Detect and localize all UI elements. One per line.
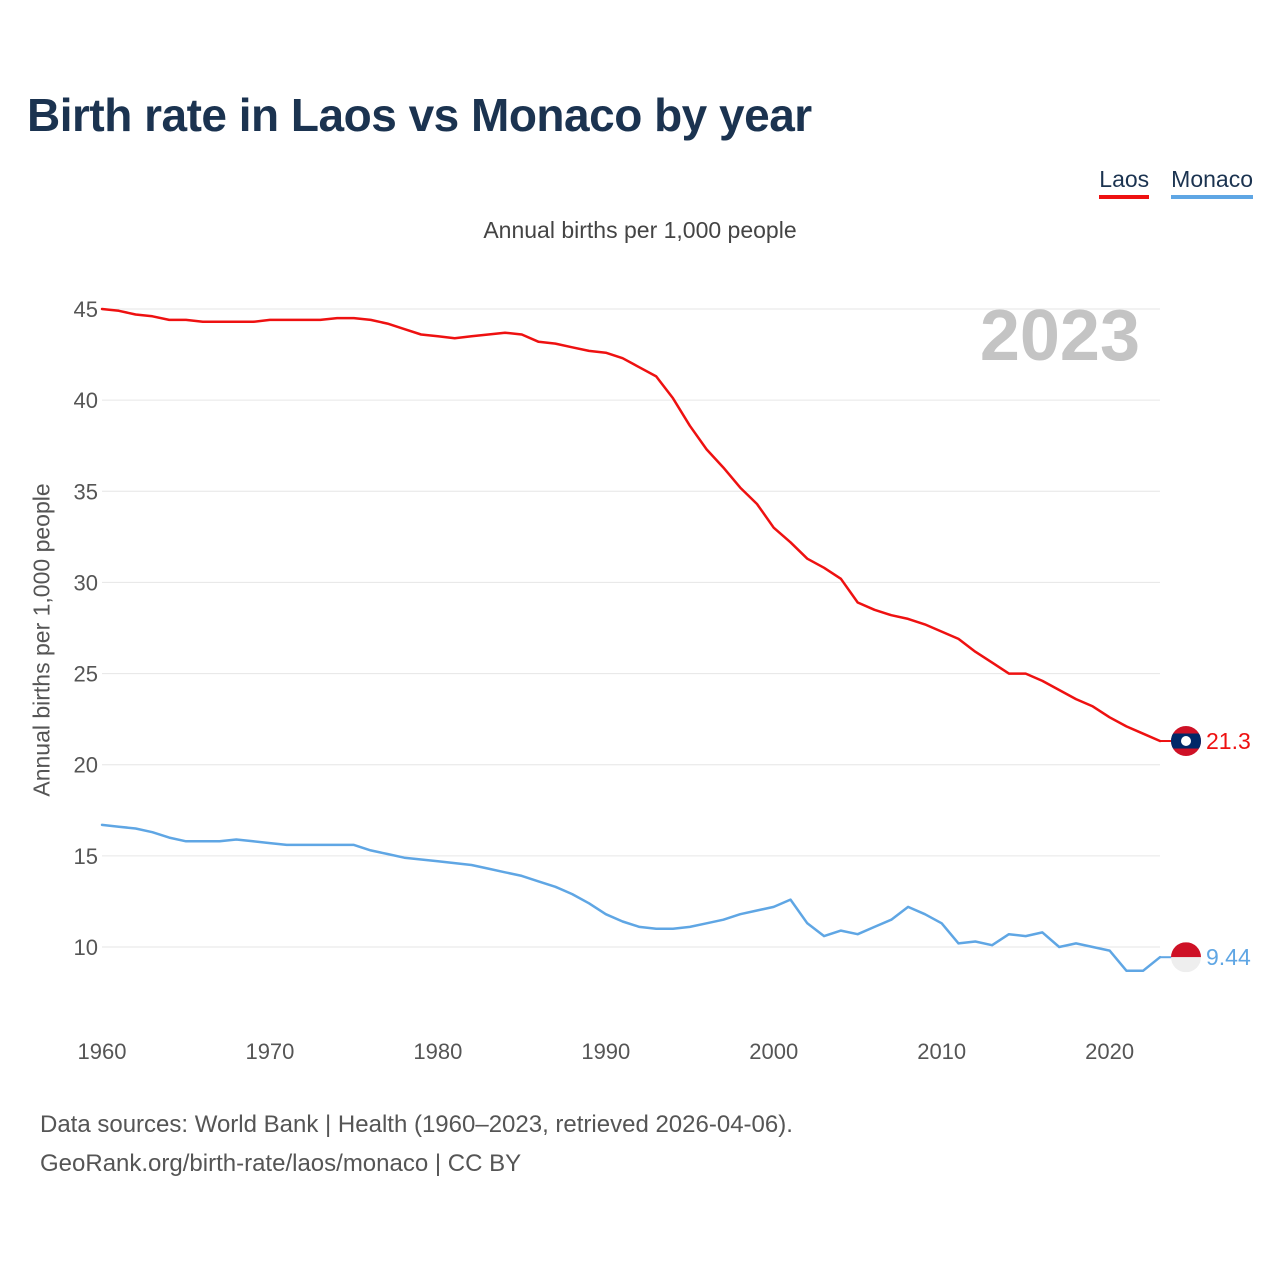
x-tick-label-2000: 2000 <box>749 1039 798 1064</box>
chart-title: Birth rate in Laos vs Monaco by year <box>27 89 812 141</box>
end-value-label-laos: 21.3 <box>1206 728 1251 754</box>
x-tick-label-1960: 1960 <box>78 1039 127 1064</box>
chart-subtitle: Annual births per 1,000 people <box>483 217 797 243</box>
series-line-monaco <box>100 823 1162 972</box>
y-tick-label-45: 45 <box>74 297 98 322</box>
y-tick-label-10: 10 <box>74 935 98 960</box>
year-watermark: 2023 <box>980 296 1140 376</box>
y-tick-label-30: 30 <box>74 570 98 595</box>
legend-item-monaco[interactable]: Monaco <box>1171 166 1253 199</box>
end-value-label-monaco: 9.44 <box>1206 944 1251 970</box>
y-tick-label-35: 35 <box>74 479 98 504</box>
legend-item-laos[interactable]: Laos <box>1099 166 1150 199</box>
y-tick-label-15: 15 <box>74 844 98 869</box>
y-tick-label-25: 25 <box>74 662 98 687</box>
flag-icon-laos <box>1171 726 1201 757</box>
footer: Data sources: World Bank | Health (1960–… <box>40 1105 793 1183</box>
y-tick-label-20: 20 <box>74 753 98 778</box>
attribution-link[interactable]: GeoRank.org/birth-rate/laos/monaco | CC … <box>40 1150 522 1177</box>
data-source-note: Data sources: World Bank | Health (1960–… <box>40 1111 793 1138</box>
series-line-laos <box>100 307 1162 743</box>
x-tick-label-1990: 1990 <box>581 1039 630 1064</box>
flag-icon-monaco <box>1171 942 1201 973</box>
x-tick-label-2010: 2010 <box>917 1039 966 1064</box>
y-tick-label-40: 40 <box>74 388 98 413</box>
legend: Laos Monaco <box>1099 166 1253 199</box>
x-tick-label-2020: 2020 <box>1085 1039 1134 1064</box>
x-tick-label-1970: 1970 <box>245 1039 294 1064</box>
x-tick-label-1980: 1980 <box>413 1039 462 1064</box>
